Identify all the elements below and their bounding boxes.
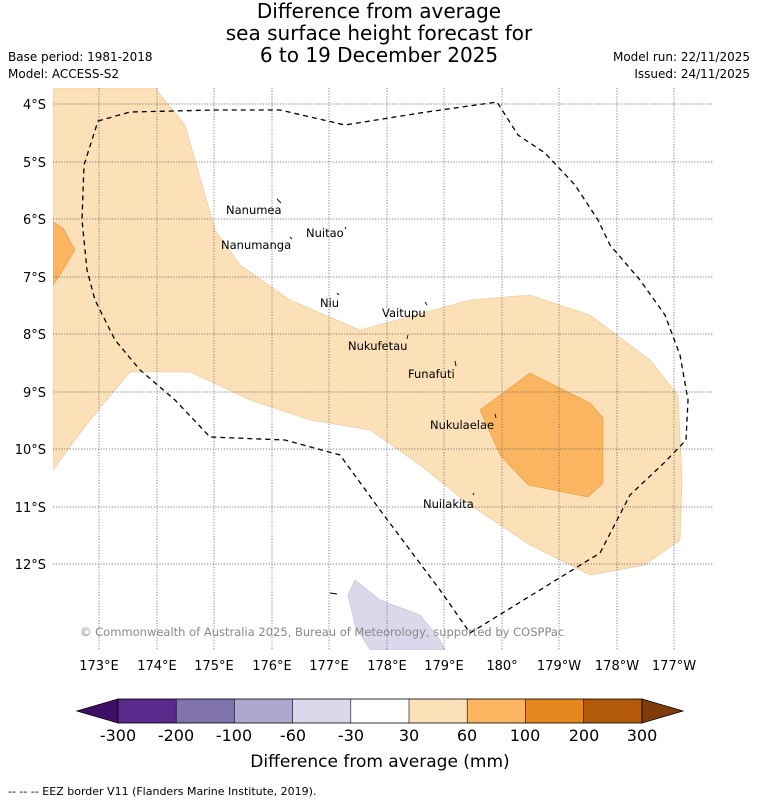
eez-border xyxy=(81,101,689,634)
colorbar-tick: -60 xyxy=(280,726,306,745)
colorbar-bin xyxy=(467,699,526,723)
colorbar-tick: -200 xyxy=(158,726,194,745)
colorbar-bin xyxy=(350,699,409,723)
meta-left: Base period: 1981-2018 Model: ACCESS-S2 xyxy=(8,49,153,83)
colorbar-extend-high xyxy=(641,698,685,724)
title-line-3: 6 to 19 December 2025 xyxy=(259,43,499,67)
latitude-labels: 4°S 5°S 6°S 7°S 8°S 9°S 10°S 11°S 12°S xyxy=(15,98,46,573)
island-markers xyxy=(276,198,497,595)
lon-label: 177°W xyxy=(652,659,696,674)
eez-legend: -- -- -- EEZ border V11 (Flanders Marine… xyxy=(8,785,317,798)
colorbar-tick: -30 xyxy=(338,726,364,745)
graticule xyxy=(53,88,714,650)
base-period: Base period: 1981-2018 xyxy=(8,50,153,64)
colorbar-bin xyxy=(583,699,642,723)
lon-label: 180° xyxy=(486,659,517,674)
title-line-2: sea surface height forecast for xyxy=(225,21,533,45)
title-line-1: Difference from average xyxy=(256,0,502,23)
model-name: Model: ACCESS-S2 xyxy=(8,67,120,81)
colorbar-bin xyxy=(409,699,468,723)
place-label-niu: Niu xyxy=(320,296,339,310)
lon-label: 177°E xyxy=(309,659,349,674)
colorbar-label: Difference from average (mm) xyxy=(250,752,509,772)
lon-label: 174°E xyxy=(137,659,177,674)
anomaly-region-60-100-east xyxy=(479,372,604,498)
lat-label: 12°S xyxy=(15,558,46,573)
colorbar-tick: 30 xyxy=(399,726,419,745)
lon-label: 179°W xyxy=(537,659,581,674)
colorbar-bin xyxy=(234,699,293,723)
colorbar-tick: -100 xyxy=(216,726,252,745)
place-label-nuitao: Nuitao xyxy=(306,226,344,240)
model-run: Model run: 22/11/2025 xyxy=(612,50,750,64)
place-label-nanumanga: Nanumanga xyxy=(221,238,291,252)
lon-label: 173°E xyxy=(79,659,119,674)
place-label-nukufetau: Nukufetau xyxy=(348,339,407,353)
lon-label: 175°E xyxy=(194,659,234,674)
lat-label: 9°S xyxy=(23,386,46,401)
place-label-vaitupu: Vaitupu xyxy=(382,306,426,320)
place-labels: Nanumea Nuitao Nanumanga Niu Vaitupu Nuk… xyxy=(221,203,494,511)
colorbar: -300 -200 -100 -60 -30 30 60 100 200 300… xyxy=(75,698,685,772)
place-label-funafuti: Funafuti xyxy=(408,367,455,381)
longitude-labels: 173°E 174°E 175°E 176°E 177°E 178°E 179°… xyxy=(79,659,696,674)
colorbar-tick: 100 xyxy=(510,726,541,745)
lon-label: 178°E xyxy=(367,659,407,674)
colorbar-tick: 200 xyxy=(569,726,600,745)
lon-label: 176°E xyxy=(252,659,292,674)
colorbar-tick: 60 xyxy=(457,726,477,745)
place-label-nukulaelae: Nukulaelae xyxy=(430,418,494,432)
sea-level-anomaly-field xyxy=(53,88,683,650)
colorbar-tick: -300 xyxy=(100,726,136,745)
lat-label: 11°S xyxy=(15,501,46,516)
place-label-nuilakita: Nuilakita xyxy=(423,497,474,511)
lon-label: 179°E xyxy=(424,659,464,674)
copyright-notice: © Commonwealth of Australia 2025, Bureau… xyxy=(80,625,564,639)
lat-label: 5°S xyxy=(23,156,46,171)
colorbar-bin xyxy=(292,699,351,723)
anomaly-region-neg30-neg60 xyxy=(347,579,446,650)
colorbar-tick: 300 xyxy=(627,726,658,745)
map-title: Difference from average sea surface heig… xyxy=(0,0,758,66)
anomaly-region-60-100-west xyxy=(53,221,76,286)
lon-label: 178°W xyxy=(595,659,639,674)
lat-label: 10°S xyxy=(15,443,46,458)
issued-date: Issued: 24/11/2025 xyxy=(634,67,750,81)
meta-right: Model run: 22/11/2025 Issued: 24/11/2025 xyxy=(613,49,750,83)
colorbar-bin xyxy=(525,699,584,723)
lat-label: 4°S xyxy=(23,98,46,113)
place-label-nanumea: Nanumea xyxy=(226,203,282,217)
lat-label: 8°S xyxy=(23,328,46,343)
lat-label: 7°S xyxy=(23,271,46,286)
colorbar-bin xyxy=(118,699,177,723)
colorbar-bin xyxy=(176,699,235,723)
colorbar-extend-low xyxy=(75,698,119,724)
lat-label: 6°S xyxy=(23,213,46,228)
